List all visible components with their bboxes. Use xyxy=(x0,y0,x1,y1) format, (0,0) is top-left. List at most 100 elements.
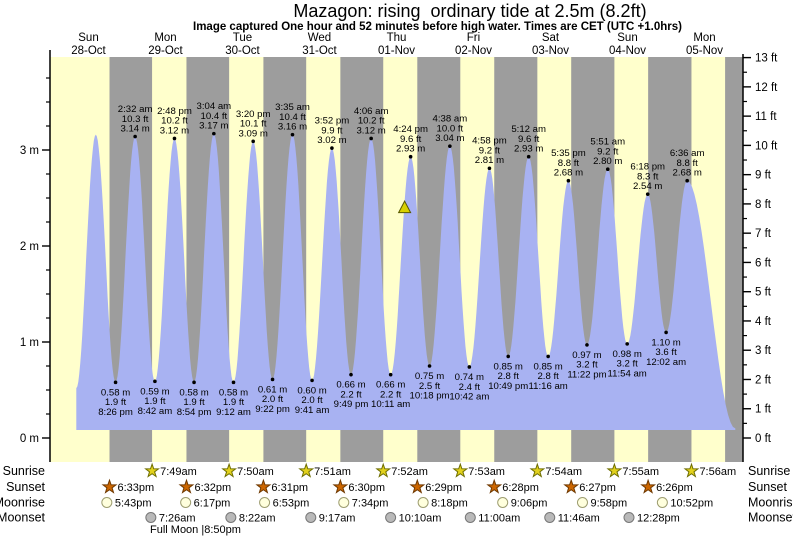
extreme-dot xyxy=(427,364,432,368)
right-axis-tick-label: 9 ft xyxy=(755,170,772,182)
extreme-dot xyxy=(605,167,610,171)
left-axis-tick-label: 2 m xyxy=(20,241,39,253)
moonrise-icon xyxy=(101,497,113,508)
extreme-dot xyxy=(212,131,216,136)
sunrise-icon xyxy=(221,462,238,478)
extreme-dot xyxy=(487,166,492,171)
high-tide-annotation: 4:06 am 10.2 ft 3.12 m xyxy=(354,106,389,137)
moonset-icon xyxy=(464,512,476,523)
sunset-icon xyxy=(563,478,580,494)
astro-time-label: 6:29pm xyxy=(425,482,462,494)
moonset-icon xyxy=(544,512,556,523)
astro-time-label: 11:46am xyxy=(558,513,600,525)
right-axis-tick-label: 8 ft xyxy=(755,199,772,211)
right-axis-tick-label: 7 ft xyxy=(755,228,772,240)
astro-time-label: 6:27pm xyxy=(579,482,616,494)
day-label: Mon 05-Nov xyxy=(686,32,723,57)
night-band xyxy=(725,57,743,462)
moonrise-icon xyxy=(656,497,668,508)
extreme-dot xyxy=(448,144,452,148)
extreme-dot xyxy=(585,343,589,347)
high-tide-annotation: 4:38 am 10.0 ft 3.04 m xyxy=(433,114,468,145)
right-axis-tick-label: 5 ft xyxy=(755,287,772,299)
astro-row-label-left: Sunrise xyxy=(3,464,45,478)
low-tide-annotation: 0.97 m 3.2 ft 11:22 pm xyxy=(567,350,606,381)
high-tide-annotation: 5:35 pm 8.8 ft 2.68 m xyxy=(551,148,586,179)
low-tide-annotation: 0.74 m 2.4 ft 10:42 am xyxy=(449,372,489,403)
high-tide-annotation: 5:51 am 9.2 ft 2.80 m xyxy=(590,137,625,168)
astro-time-label: 6:33pm xyxy=(118,482,155,494)
full-moon-note: Full Moon |8:50pm xyxy=(150,524,241,536)
sunset-icon xyxy=(332,478,349,494)
low-tide-annotation: 0.66 m 2.2 ft 9:49 pm xyxy=(334,380,369,411)
extreme-dot xyxy=(369,136,373,141)
extreme-dot xyxy=(685,178,689,183)
sunrise-icon xyxy=(452,462,469,478)
low-tide-annotation: 1.10 m 3.6 ft 12:02 am xyxy=(646,337,686,368)
right-axis-tick-label: 4 ft xyxy=(755,316,772,328)
page-subtitle: Image captured One hour and 52 minutes b… xyxy=(193,21,682,33)
extreme-dot xyxy=(645,192,650,196)
extreme-dot xyxy=(113,380,118,385)
current-time-marker xyxy=(397,200,412,214)
right-axis-tick-label: 6 ft xyxy=(755,257,772,269)
right-axis-tick-label: 3 ft xyxy=(755,345,772,357)
moonset-icon xyxy=(225,512,237,523)
astro-time-label: 7:50am xyxy=(237,466,274,478)
low-tide-annotation: 0.85 m 2.8 ft 10:49 pm xyxy=(488,361,528,392)
high-tide-annotation: 3:04 am 10.4 ft 3.17 m xyxy=(197,101,232,132)
moonset-icon xyxy=(145,512,157,523)
high-tide-annotation: 3:20 pm 10.1 ft 3.09 m xyxy=(236,109,271,140)
low-tide-annotation: 0.58 m 1.9 ft 8:54 pm xyxy=(177,387,212,418)
low-tide-annotation: 0.75 m 2.5 ft 10:18 pm xyxy=(410,371,450,402)
sunrise-icon xyxy=(606,462,623,478)
high-tide-annotation: 3:52 pm 9.9 ft 3.02 m xyxy=(315,115,350,146)
high-tide-annotation: 5:12 am 9.6 ft 2.93 m xyxy=(511,124,546,155)
right-axis-tick-label: 10 ft xyxy=(755,140,778,152)
extreme-dot xyxy=(546,354,550,359)
day-label: Sat 03-Nov xyxy=(532,32,569,57)
low-tide-annotation: 0.58 m 1.9 ft 8:26 pm xyxy=(98,387,133,418)
astro-row-label-left: Sunset xyxy=(6,480,45,494)
extreme-dot xyxy=(349,372,353,377)
extreme-dot xyxy=(566,178,571,183)
high-tide-annotation: 4:58 pm 9.2 ft 2.81 m xyxy=(472,136,507,167)
extreme-dot xyxy=(153,379,157,384)
astro-row-label-right: Sunset xyxy=(748,480,787,494)
moonrise-icon xyxy=(180,497,192,508)
astro-time-label: 6:53pm xyxy=(273,498,310,510)
sunset-icon xyxy=(178,478,195,494)
astro-time-label: 9:06pm xyxy=(511,498,548,510)
day-label: Tue 30-Oct xyxy=(225,32,260,57)
astro-time-label: 7:53am xyxy=(468,466,505,478)
day-label: Wed 31-Oct xyxy=(302,32,337,57)
astro-row-label-left: Moonset xyxy=(0,511,46,525)
day-label: Sun 04-Nov xyxy=(609,32,646,57)
astro-time-label: 6:30pm xyxy=(348,482,385,494)
astro-time-label: 7:52am xyxy=(391,466,428,478)
astro-time-label: 7:51am xyxy=(314,466,351,478)
astro-time-label: 8:18pm xyxy=(431,498,468,510)
astro-time-label: 9:17am xyxy=(319,513,356,525)
astro-time-label: 5:43pm xyxy=(115,498,152,510)
high-tide-annotation: 2:32 am 10.3 ft 3.14 m xyxy=(118,104,153,135)
right-axis-tick-label: 2 ft xyxy=(755,374,772,386)
extreme-dot xyxy=(330,146,334,150)
sunset-icon xyxy=(640,478,657,494)
extreme-dot xyxy=(270,377,275,382)
extreme-dot xyxy=(310,378,314,383)
astro-time-label: 6:28pm xyxy=(502,482,539,494)
astro-time-label: 6:32pm xyxy=(194,482,231,494)
extreme-dot xyxy=(467,365,472,369)
day-label: Fri 02-Nov xyxy=(455,32,492,57)
astro-time-label: 7:34pm xyxy=(352,498,389,510)
right-axis-tick-label: 1 ft xyxy=(755,404,772,416)
moonrise-icon xyxy=(576,497,588,508)
astro-time-label: 6:26pm xyxy=(656,482,693,494)
day-label: Mon 29-Oct xyxy=(148,32,183,57)
astro-time-label: 11:00am xyxy=(478,513,520,525)
low-tide-annotation: 0.61 m 2.0 ft 9:22 pm xyxy=(255,384,290,415)
astro-time-label: 12:28pm xyxy=(637,513,680,525)
low-tide-annotation: 0.60 m 2.0 ft 9:41 am xyxy=(295,385,330,416)
sunrise-icon xyxy=(298,462,315,478)
